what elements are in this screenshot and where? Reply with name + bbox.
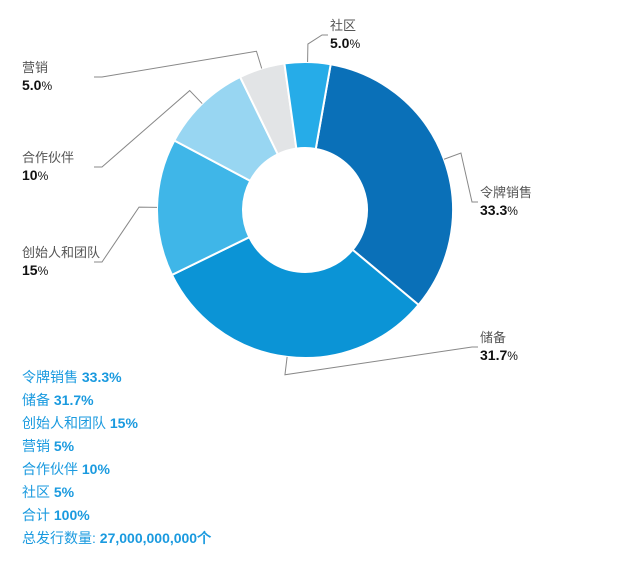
legend-total-value: 27,000,000,000个 — [100, 530, 211, 546]
label-pct-reserve: % — [507, 349, 518, 363]
legend-row: 储备 31.7% — [22, 389, 211, 412]
legend-row-value: 31.7% — [54, 392, 94, 408]
label-pct-community: % — [349, 37, 360, 51]
legend-block: 令牌销售 33.3%储备 31.7%创始人和团队 15%营销 5%合作伙伴 10… — [22, 366, 211, 550]
label-token_sales: 令牌销售 33.3% — [480, 185, 532, 218]
legend-row: 令牌销售 33.3% — [22, 366, 211, 389]
legend-row-value: 5% — [54, 484, 74, 500]
legend-row-label: 合作伙伴 — [22, 461, 82, 477]
legend-row-value: 10% — [82, 461, 110, 477]
legend-row-value: 100% — [54, 507, 90, 523]
label-value-reserve: 31.7 — [480, 347, 507, 363]
label-name-marketing: 营销 — [22, 60, 48, 75]
legend-total-label: 总发行数量: — [22, 530, 96, 546]
label-name-reserve: 储备 — [480, 330, 506, 345]
label-pct-founders: % — [38, 264, 49, 278]
legend-row-label: 社区 — [22, 484, 54, 500]
leader-community — [308, 35, 328, 62]
legend-row: 社区 5% — [22, 481, 211, 504]
leader-founders — [94, 207, 157, 262]
leader-marketing — [94, 51, 262, 77]
label-pct-token_sales: % — [507, 204, 518, 218]
legend-row: 合计 100% — [22, 504, 211, 527]
legend-row-value: 15% — [110, 415, 138, 431]
label-pct-marketing: % — [41, 79, 52, 93]
label-value-partners: 10 — [22, 167, 38, 183]
label-name-community: 社区 — [330, 18, 356, 33]
label-community: 社区 5.0% — [330, 18, 360, 51]
label-value-community: 5.0 — [330, 35, 350, 51]
legend-total: 总发行数量: 27,000,000,000个 — [22, 527, 211, 550]
legend-row-label: 营销 — [22, 438, 54, 454]
label-name-token_sales: 令牌销售 — [480, 185, 532, 200]
label-value-marketing: 5.0 — [22, 77, 42, 93]
legend-row-label: 储备 — [22, 392, 54, 408]
legend-row-label: 令牌销售 — [22, 369, 82, 385]
label-name-partners: 合作伙伴 — [22, 150, 74, 165]
legend-row-label: 合计 — [22, 507, 54, 523]
legend-row: 创始人和团队 15% — [22, 412, 211, 435]
legend-row-label: 创始人和团队 — [22, 415, 110, 431]
legend-row-value: 33.3% — [82, 369, 122, 385]
label-partners: 合作伙伴 10% — [22, 150, 74, 183]
label-marketing: 营销 5.0% — [22, 60, 52, 93]
legend-row: 营销 5% — [22, 435, 211, 458]
label-pct-partners: % — [38, 169, 49, 183]
label-reserve: 储备 31.7% — [480, 330, 518, 363]
legend-row: 合作伙伴 10% — [22, 458, 211, 481]
label-value-token_sales: 33.3 — [480, 202, 507, 218]
donut-chart: 令牌销售33.3%储备31.7%创始人和团队15%合作伙伴10%营销5.0%社区… — [0, 0, 630, 380]
label-value-founders: 15 — [22, 262, 38, 278]
label-name-founders: 创始人和团队 — [22, 245, 100, 260]
legend-row-value: 5% — [54, 438, 74, 454]
label-founders: 创始人和团队 15% — [22, 245, 100, 278]
